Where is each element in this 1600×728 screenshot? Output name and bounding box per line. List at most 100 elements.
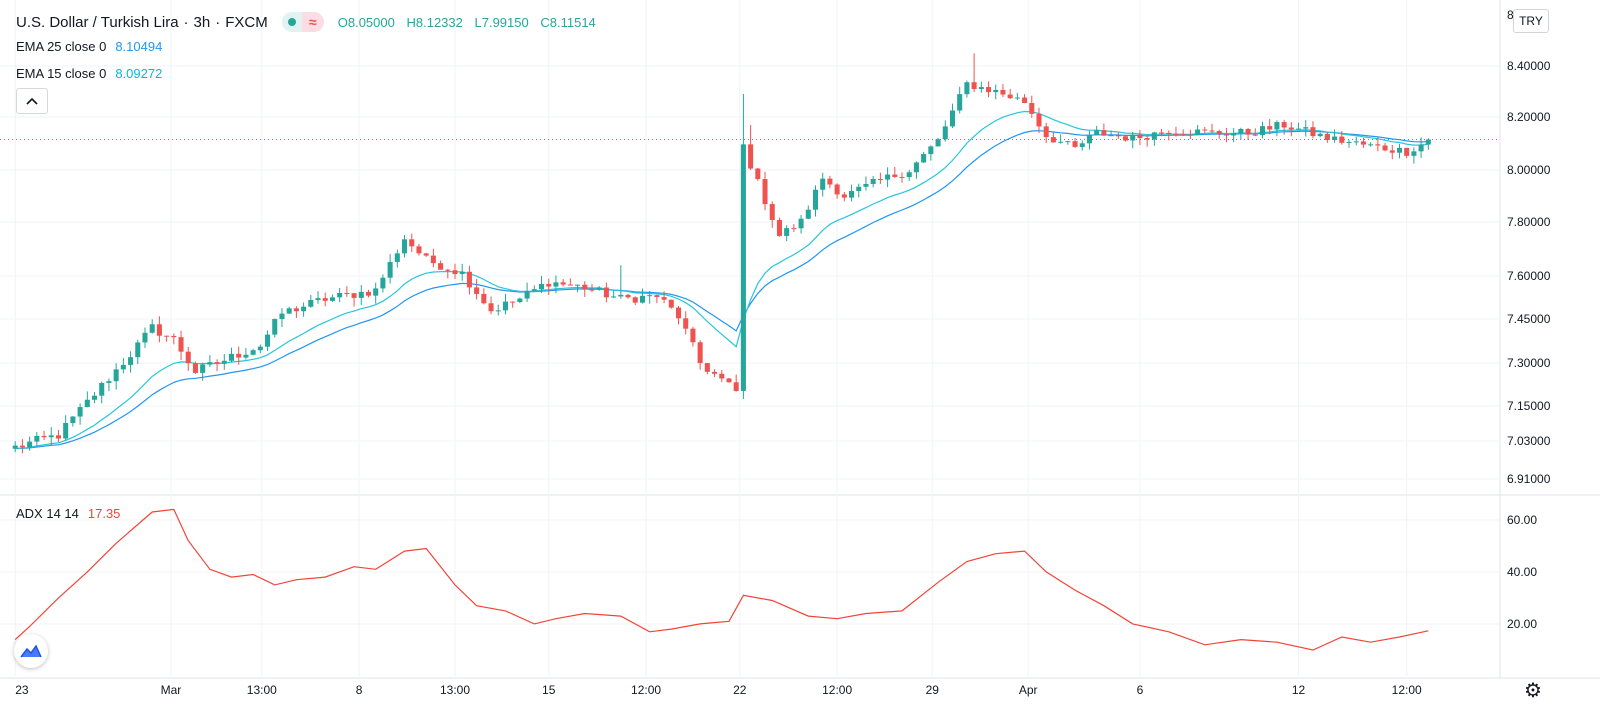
candle-body <box>582 284 588 290</box>
candle-body <box>928 146 934 155</box>
time-tick-label: 8 <box>356 683 363 697</box>
candle-body <box>1209 130 1215 132</box>
ema25-legend[interactable]: EMA 25 close 0 8.10494 <box>16 39 162 54</box>
candle-body <box>1173 133 1179 135</box>
candle-body <box>380 277 386 289</box>
candle-body <box>1187 134 1193 136</box>
candle-body <box>683 318 689 329</box>
candle-body <box>416 246 422 254</box>
candle-body <box>668 299 674 308</box>
price-tick-label: 7.60000 <box>1507 269 1551 283</box>
candle-body <box>265 334 271 347</box>
candle-body <box>935 139 941 147</box>
symbol-legend[interactable]: U.S. Dollar / Turkish Lira · 3h · FXCM ≈… <box>16 12 604 32</box>
candle-body <box>1339 136 1345 143</box>
candle-body <box>913 162 919 173</box>
candle-body <box>517 298 523 303</box>
candle-body <box>755 168 761 180</box>
candle-body <box>870 178 876 184</box>
candle-body <box>1202 129 1208 131</box>
candle-body <box>1281 122 1287 128</box>
candle-body <box>1238 128 1244 134</box>
candle-body <box>394 253 400 262</box>
candle-body <box>452 270 458 275</box>
adx-value: 17.35 <box>87 506 121 521</box>
separator-dot: · <box>183 13 189 31</box>
candle-body <box>402 239 408 254</box>
candle-body <box>697 342 703 364</box>
candle-body <box>488 303 494 312</box>
time-tick-label: 29 <box>926 683 940 697</box>
candle-body <box>1065 141 1071 143</box>
candle-body <box>791 228 797 230</box>
ema15-line <box>15 110 1429 449</box>
candle-body <box>135 342 141 358</box>
cloud-icon <box>20 644 42 658</box>
candle-body <box>495 310 501 312</box>
candle-body <box>877 178 883 180</box>
candle-body <box>719 373 725 379</box>
candle-body <box>1036 113 1042 127</box>
candle-body <box>1368 144 1374 146</box>
price-tick-label: 7.03000 <box>1507 434 1551 448</box>
time-tick-label: 12:00 <box>631 683 661 697</box>
candle-body <box>784 228 790 236</box>
candle-body <box>1332 136 1338 141</box>
candle-body <box>762 179 768 205</box>
candle-body <box>272 319 278 335</box>
currency-badge[interactable]: TRY <box>1513 9 1549 33</box>
candle-body <box>1101 130 1107 136</box>
candle-body <box>798 218 804 229</box>
candle-body <box>589 289 595 291</box>
candle-body <box>1216 131 1222 135</box>
candle-body <box>733 382 739 391</box>
candle-body <box>625 294 631 298</box>
candle-body <box>1231 133 1237 136</box>
ema25-label[interactable]: EMA 25 close 0 <box>16 39 107 54</box>
candle-body <box>1267 126 1273 130</box>
candle-body <box>77 407 83 417</box>
symbol-name[interactable]: U.S. Dollar / Turkish Lira <box>16 13 179 31</box>
market-status-pill[interactable]: ≈ <box>281 12 324 32</box>
candle-body <box>675 307 682 319</box>
candle-body <box>1382 145 1388 151</box>
candle-body <box>164 335 170 337</box>
time-tick-label: 13:00 <box>247 683 277 697</box>
candle-body <box>257 346 263 351</box>
ohlc-high-key: H <box>406 14 416 30</box>
candle-body <box>1245 128 1251 135</box>
candle-body <box>1252 134 1258 136</box>
candle-body <box>964 82 970 95</box>
candle-body <box>993 89 999 93</box>
candle-body <box>1072 141 1078 147</box>
market-open-icon <box>281 12 302 32</box>
candle-body <box>84 399 90 408</box>
adx-legend[interactable]: ADX 14 14 17.35 <box>16 506 120 521</box>
candle-body <box>192 363 198 373</box>
candle-body <box>1288 127 1294 130</box>
adx-label[interactable]: ADX 14 14 <box>16 506 79 521</box>
candle-body <box>236 353 242 358</box>
candle-body <box>1360 141 1366 145</box>
ema15-legend[interactable]: EMA 15 close 0 8.09272 <box>16 66 162 81</box>
interval-label[interactable]: 3h <box>193 13 211 31</box>
candle-body <box>409 239 415 247</box>
tradingview-logo-icon[interactable] <box>14 634 48 668</box>
collapse-legend-button[interactable] <box>16 88 48 114</box>
price-tick-label: 8.00000 <box>1507 163 1551 177</box>
candle-body <box>178 337 184 352</box>
gear-icon[interactable]: ⚙ <box>1524 680 1542 702</box>
ohlc-close-value: 8.11514 <box>549 14 596 30</box>
candle-body <box>1151 132 1157 140</box>
ohlc-readout: O8.05000 H8.12332 L7.99150 C8.11514 <box>338 15 604 30</box>
candle-body <box>834 184 840 195</box>
candle-body <box>661 297 667 300</box>
wave-icon: ≈ <box>301 12 324 32</box>
candle-body <box>19 445 25 448</box>
candle-body <box>1007 94 1013 99</box>
candle-body <box>1108 135 1114 137</box>
grid-layer <box>0 0 1600 679</box>
ema15-label[interactable]: EMA 15 close 0 <box>16 66 107 81</box>
